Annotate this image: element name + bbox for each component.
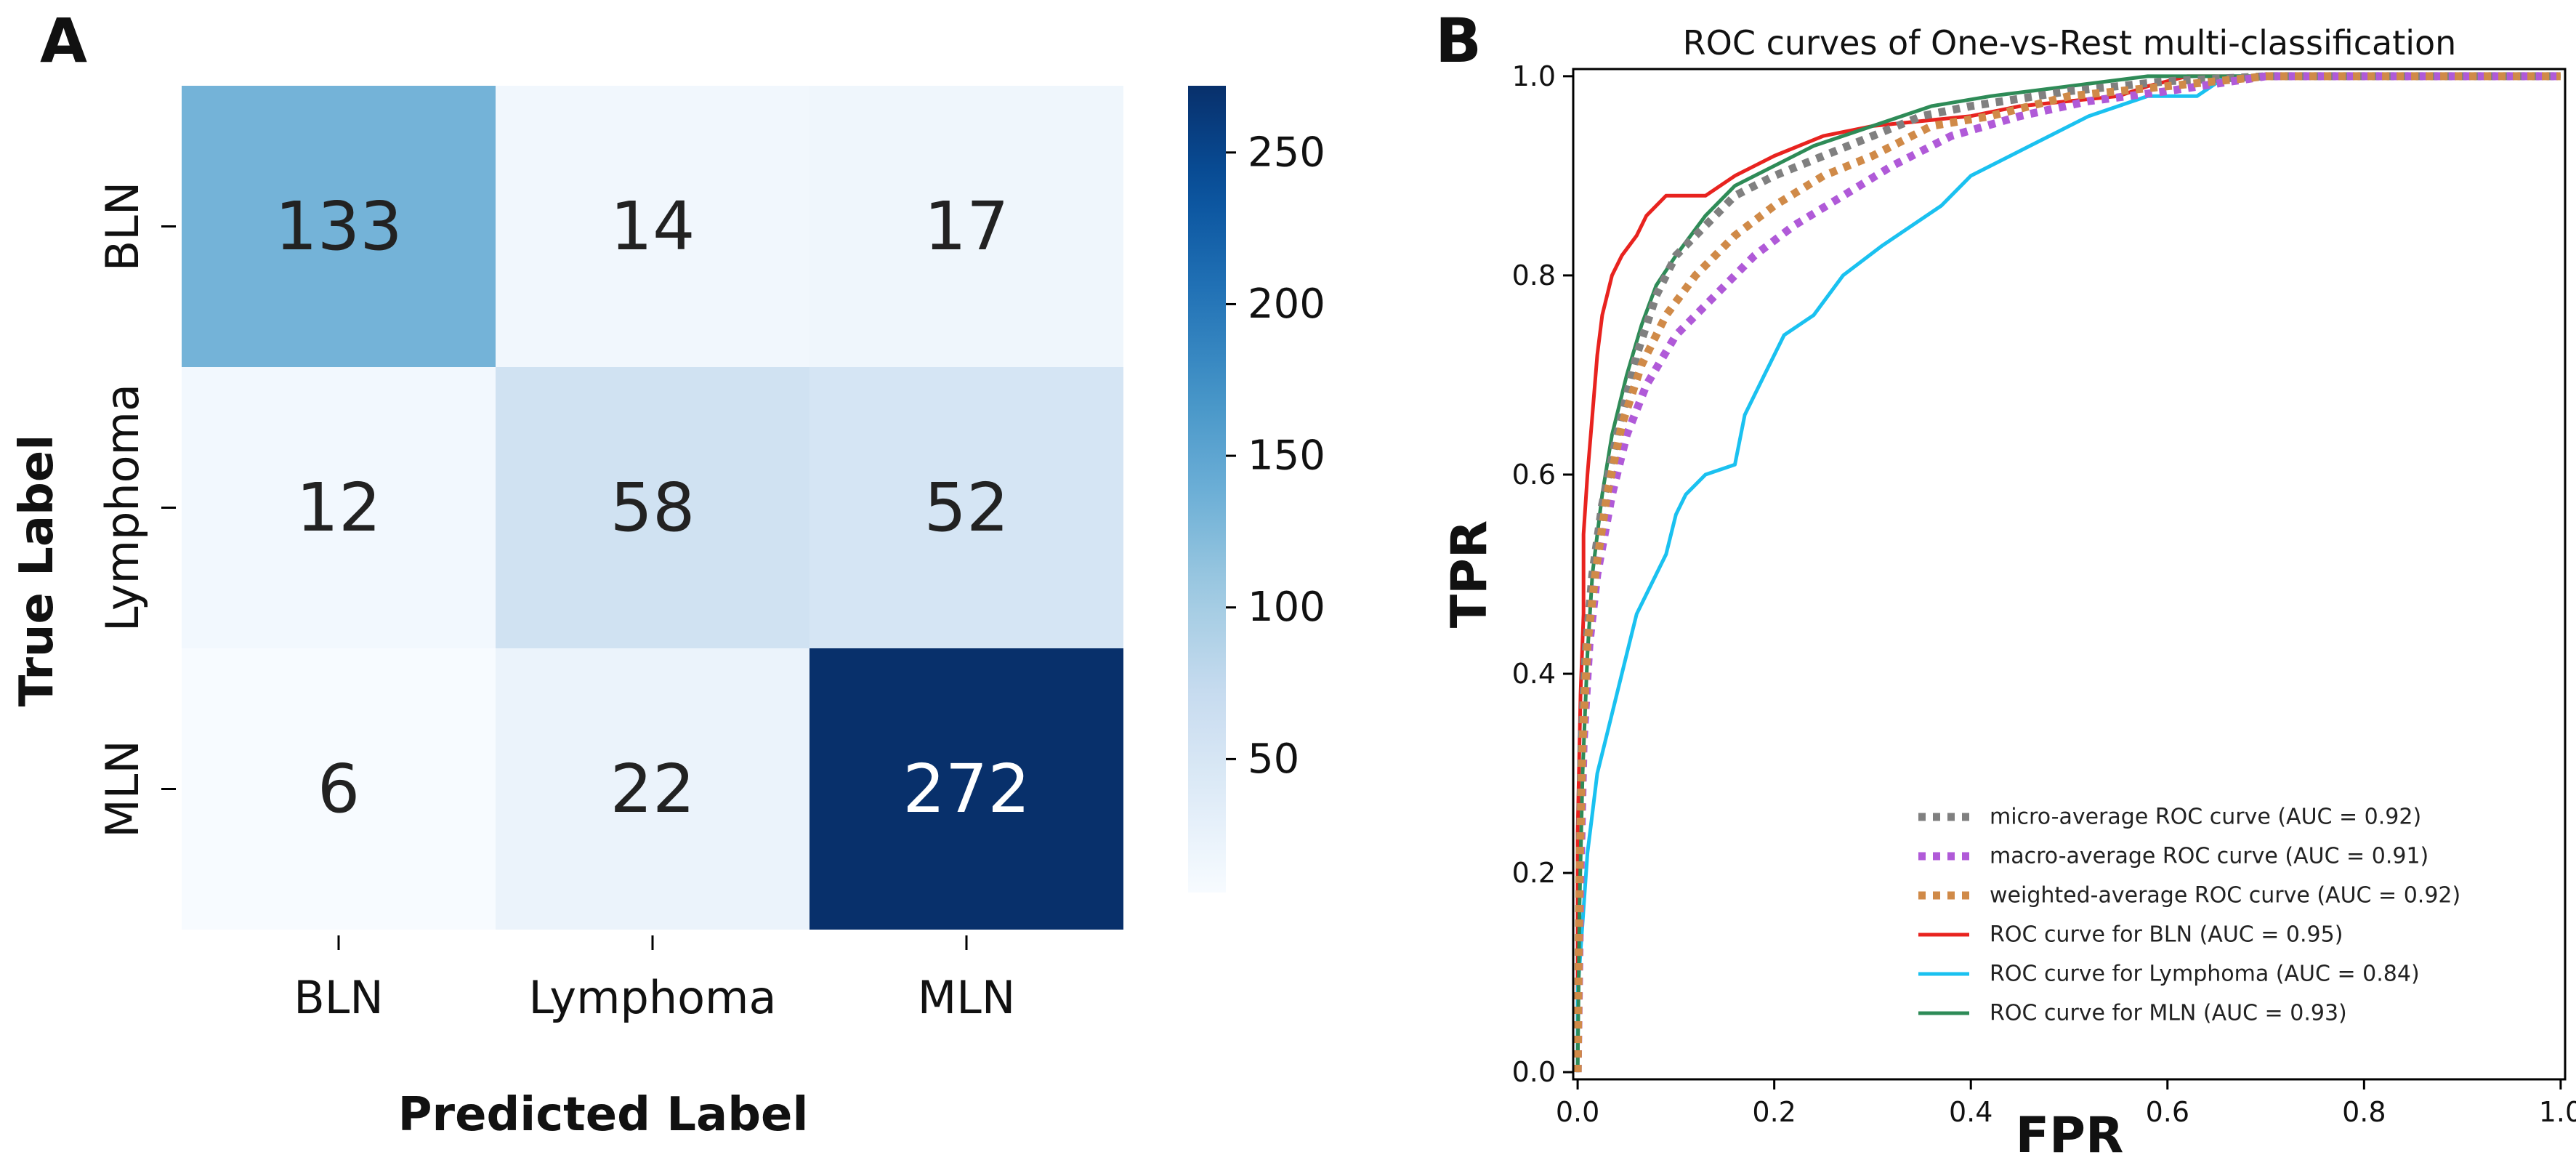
- heatmap-cell-mln-bln: [182, 648, 496, 930]
- legend-label-roc-curve-for-mln: ROC curve for MLN (AUC = 0.93): [1990, 1001, 2347, 1026]
- heatmap-value-bln-lymphoma: 14: [610, 188, 695, 265]
- heatmap-value-lymphoma-lymphoma: 58: [610, 469, 695, 547]
- heatmap-cell-mln-mln: [809, 648, 1123, 930]
- roc-y-tick-0-8: 0.8: [1512, 259, 1556, 291]
- heatmap-y-axis-title: True Label: [10, 435, 64, 707]
- roc-curve-roc-curve-for-bln: [1575, 74, 2561, 1073]
- heatmap-value-lymphoma-mln: 52: [924, 469, 1009, 547]
- heatmap-x-tick-bln: BLN: [294, 971, 383, 1024]
- heatmap-y-tick-mln: MLN: [96, 740, 149, 837]
- heatmap-cell-lymphoma-lymphoma: [496, 367, 809, 648]
- heatmap-value-bln-bln: 133: [275, 188, 403, 265]
- legend-label-weighted-average-roc-curve: weighted-average ROC curve (AUC = 0.92): [1990, 883, 2460, 909]
- roc-y-axis-title: TPR: [1441, 520, 1498, 629]
- roc-y-tick-0-4: 0.4: [1512, 658, 1556, 690]
- roc-y-tick-1-0: 1.0: [1512, 60, 1556, 92]
- colorbar-gradient: [1188, 86, 1226, 893]
- heatmap-x-axis-title: Predicted Label: [398, 1088, 809, 1142]
- legend-label-roc-curve-for-lymphoma: ROC curve for Lymphoma (AUC = 0.84): [1990, 962, 2420, 987]
- colorbar-tick-200: 200: [1248, 281, 1325, 328]
- roc-y-tick-0-2: 0.2: [1512, 857, 1556, 889]
- legend-label-roc-curve-for-bln: ROC curve for BLN (AUC = 0.95): [1990, 922, 2343, 948]
- heatmap-value-mln-bln: 6: [318, 750, 360, 828]
- roc-plot-frame: [1572, 68, 2567, 1081]
- heatmap-cell-lymphoma-bln: [182, 367, 496, 648]
- roc-y-tick-0-6: 0.6: [1512, 459, 1556, 491]
- heatmap-y-tick-lymphoma: Lymphoma: [96, 384, 149, 632]
- roc-x-tick-0-4: 0.4: [1949, 1096, 1992, 1128]
- roc-title: ROC curves of One-vs-Rest multi-classifi…: [1683, 23, 2457, 63]
- panel-label-a: A: [40, 5, 87, 76]
- roc-x-tick-1-0: 1.0: [2539, 1096, 2576, 1128]
- heatmap-y-tick-bln: BLN: [96, 182, 149, 271]
- heatmap-x-tick-mln: MLN: [918, 971, 1015, 1024]
- heatmap-x-tick-lymphoma: Lymphoma: [529, 971, 777, 1024]
- colorbar-tick-100: 100: [1248, 584, 1325, 631]
- roc-x-tick-0-6: 0.6: [2146, 1096, 2189, 1128]
- roc-curve-roc-curve-for-lymphoma: [1575, 74, 2561, 1073]
- roc-x-tick-0-8: 0.8: [2342, 1096, 2386, 1128]
- legend-label-macro-average-roc-curve: macro-average ROC curve (AUC = 0.91): [1990, 844, 2428, 869]
- roc-y-tick-0-0: 0.0: [1512, 1056, 1556, 1088]
- heatmap-value-lymphoma-bln: 12: [296, 469, 381, 547]
- heatmap-cells: 133 14 17 12 58 52 6 22 272: [182, 86, 1123, 930]
- colorbar: 50 100 150 200 250: [1188, 86, 1325, 893]
- roc-x-tick-0-2: 0.2: [1752, 1096, 1796, 1128]
- roc-x-tick-0-0: 0.0: [1556, 1096, 1599, 1128]
- heatmap-axis-labels: BLN Lymphoma MLN BLN Lymphoma MLN: [96, 182, 1015, 1024]
- heatmap-cell-bln-bln: [182, 86, 496, 367]
- heatmap-value-mln-mln: 272: [903, 750, 1030, 828]
- heatmap-cell-mln-lymphoma: [496, 648, 809, 930]
- colorbar-tick-50: 50: [1248, 736, 1299, 783]
- roc-curves: [1573, 72, 2561, 1073]
- heatmap-cell-bln-lymphoma: [496, 86, 809, 367]
- legend-label-micro-average-roc-curve: micro-average ROC curve (AUC = 0.92): [1990, 805, 2421, 830]
- roc-legend: micro-average ROC curve (AUC = 0.92) macr…: [1918, 805, 2460, 1026]
- panel-label-b: B: [1435, 5, 1482, 76]
- heatmap-value-bln-mln: 17: [924, 188, 1009, 265]
- heatmap-cell-bln-mln: [809, 86, 1123, 367]
- roc-curve-weighted-average-roc-curve: [1573, 72, 2561, 1073]
- heatmap-cell-lymphoma-mln: [809, 367, 1123, 648]
- colorbar-tick-250: 250: [1248, 129, 1325, 176]
- heatmap-value-mln-lymphoma: 22: [610, 750, 695, 828]
- roc-axes: 0.0 0.2 0.4 0.6 0.8 1.0 0.0 0.2 0.4 0.6 0.8 1.0: [1512, 60, 2576, 1128]
- colorbar-tick-150: 150: [1248, 432, 1325, 480]
- roc-x-axis-title: FPR: [2016, 1107, 2124, 1164]
